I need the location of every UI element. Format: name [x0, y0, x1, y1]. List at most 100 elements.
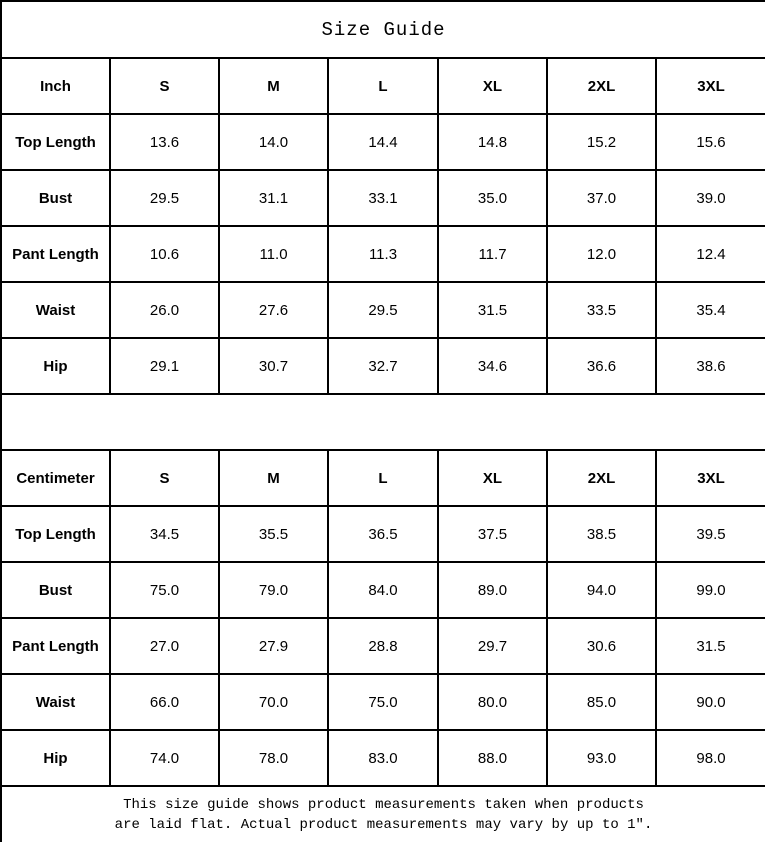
- size-value-cell: 27.9: [218, 617, 329, 675]
- size-value-cell: 31.5: [654, 617, 765, 675]
- size-column-header: S: [109, 449, 220, 507]
- row-label: Hip: [0, 337, 111, 395]
- size-value-cell: 10.6: [109, 225, 220, 283]
- size-value-cell: 84.0: [327, 561, 439, 619]
- size-value-cell: 33.1: [327, 169, 439, 227]
- size-value-cell: 30.7: [218, 337, 329, 395]
- unit-header-inch: Inch: [0, 57, 111, 115]
- size-value-cell: 38.6: [654, 337, 765, 395]
- size-value-cell: 33.5: [546, 281, 657, 339]
- row-label: Hip: [0, 729, 111, 787]
- row-label: Top Length: [0, 505, 111, 563]
- size-value-cell: 90.0: [654, 673, 765, 731]
- size-column-header: M: [218, 449, 329, 507]
- size-value-cell: 15.6: [654, 113, 765, 171]
- unit-header-centimeter: Centimeter: [0, 449, 111, 507]
- size-column-header: 3XL: [654, 449, 765, 507]
- size-column-header: 3XL: [654, 57, 765, 115]
- table-row: Hip 74.0 78.0 83.0 88.0 93.0 98.0: [0, 729, 765, 787]
- size-value-cell: 70.0: [218, 673, 329, 731]
- row-label: Waist: [0, 281, 111, 339]
- size-value-cell: 74.0: [109, 729, 220, 787]
- table-row: Waist 66.0 70.0 75.0 80.0 85.0 90.0: [0, 673, 765, 731]
- size-value-cell: 83.0: [327, 729, 439, 787]
- size-column-header: S: [109, 57, 220, 115]
- row-label: Bust: [0, 561, 111, 619]
- row-label: Pant Length: [0, 617, 111, 675]
- table-row: Top Length 34.5 35.5 36.5 37.5 38.5 39.5: [0, 505, 765, 563]
- size-value-cell: 13.6: [109, 113, 220, 171]
- size-value-cell: 37.0: [546, 169, 657, 227]
- size-value-cell: 12.0: [546, 225, 657, 283]
- size-value-cell: 12.4: [654, 225, 765, 283]
- footer-note: This size guide shows product measuremen…: [0, 785, 765, 842]
- size-value-cell: 38.5: [546, 505, 657, 563]
- row-label: Bust: [0, 169, 111, 227]
- row-label: Waist: [0, 673, 111, 731]
- size-value-cell: 80.0: [437, 673, 548, 731]
- footer-note-line: This size guide shows product measuremen…: [123, 796, 644, 813]
- size-value-cell: 26.0: [109, 281, 220, 339]
- size-value-cell: 39.5: [654, 505, 765, 563]
- size-value-cell: 79.0: [218, 561, 329, 619]
- size-value-cell: 36.6: [546, 337, 657, 395]
- size-value-cell: 75.0: [327, 673, 439, 731]
- size-value-cell: 27.6: [218, 281, 329, 339]
- size-value-cell: 29.7: [437, 617, 548, 675]
- footer-note-line: are laid flat. Actual product measuremen…: [114, 816, 653, 833]
- size-value-cell: 34.5: [109, 505, 220, 563]
- size-value-cell: 14.4: [327, 113, 439, 171]
- size-value-cell: 66.0: [109, 673, 220, 731]
- size-value-cell: 75.0: [109, 561, 220, 619]
- table-row: Pant Length 27.0 27.9 28.8 29.7 30.6 31.…: [0, 617, 765, 675]
- size-value-cell: 29.1: [109, 337, 220, 395]
- size-value-cell: 11.3: [327, 225, 439, 283]
- size-value-cell: 78.0: [218, 729, 329, 787]
- spacer-row: [0, 393, 765, 451]
- table-row: Bust 75.0 79.0 84.0 89.0 94.0 99.0: [0, 561, 765, 619]
- table-row: Waist 26.0 27.6 29.5 31.5 33.5 35.4: [0, 281, 765, 339]
- size-value-cell: 27.0: [109, 617, 220, 675]
- row-label: Top Length: [0, 113, 111, 171]
- size-value-cell: 14.8: [437, 113, 548, 171]
- table-row: Pant Length 10.6 11.0 11.3 11.7 12.0 12.…: [0, 225, 765, 283]
- size-value-cell: 39.0: [654, 169, 765, 227]
- size-value-cell: 37.5: [437, 505, 548, 563]
- size-value-cell: 15.2: [546, 113, 657, 171]
- size-column-header: XL: [437, 449, 548, 507]
- size-value-cell: 28.8: [327, 617, 439, 675]
- size-column-header: 2XL: [546, 57, 657, 115]
- size-value-cell: 36.5: [327, 505, 439, 563]
- size-value-cell: 93.0: [546, 729, 657, 787]
- size-value-cell: 29.5: [327, 281, 439, 339]
- inch-header-row: Inch S M L XL 2XL 3XL: [0, 57, 765, 115]
- size-value-cell: 11.0: [218, 225, 329, 283]
- size-value-cell: 35.0: [437, 169, 548, 227]
- size-value-cell: 85.0: [546, 673, 657, 731]
- table-row: Top Length 13.6 14.0 14.4 14.8 15.2 15.6: [0, 113, 765, 171]
- centimeter-header-row: Centimeter S M L XL 2XL 3XL: [0, 449, 765, 507]
- table-row: Bust 29.5 31.1 33.1 35.0 37.0 39.0: [0, 169, 765, 227]
- size-value-cell: 14.0: [218, 113, 329, 171]
- size-value-cell: 30.6: [546, 617, 657, 675]
- size-column-header: L: [327, 449, 439, 507]
- size-value-cell: 35.4: [654, 281, 765, 339]
- size-value-cell: 99.0: [654, 561, 765, 619]
- row-label: Pant Length: [0, 225, 111, 283]
- page-title: Size Guide: [0, 0, 765, 59]
- size-value-cell: 32.7: [327, 337, 439, 395]
- size-value-cell: 11.7: [437, 225, 548, 283]
- size-column-header: XL: [437, 57, 548, 115]
- size-column-header: M: [218, 57, 329, 115]
- size-value-cell: 94.0: [546, 561, 657, 619]
- size-value-cell: 88.0: [437, 729, 548, 787]
- size-value-cell: 89.0: [437, 561, 548, 619]
- size-value-cell: 98.0: [654, 729, 765, 787]
- size-value-cell: 31.5: [437, 281, 548, 339]
- size-value-cell: 34.6: [437, 337, 548, 395]
- size-column-header: L: [327, 57, 439, 115]
- size-value-cell: 35.5: [218, 505, 329, 563]
- size-column-header: 2XL: [546, 449, 657, 507]
